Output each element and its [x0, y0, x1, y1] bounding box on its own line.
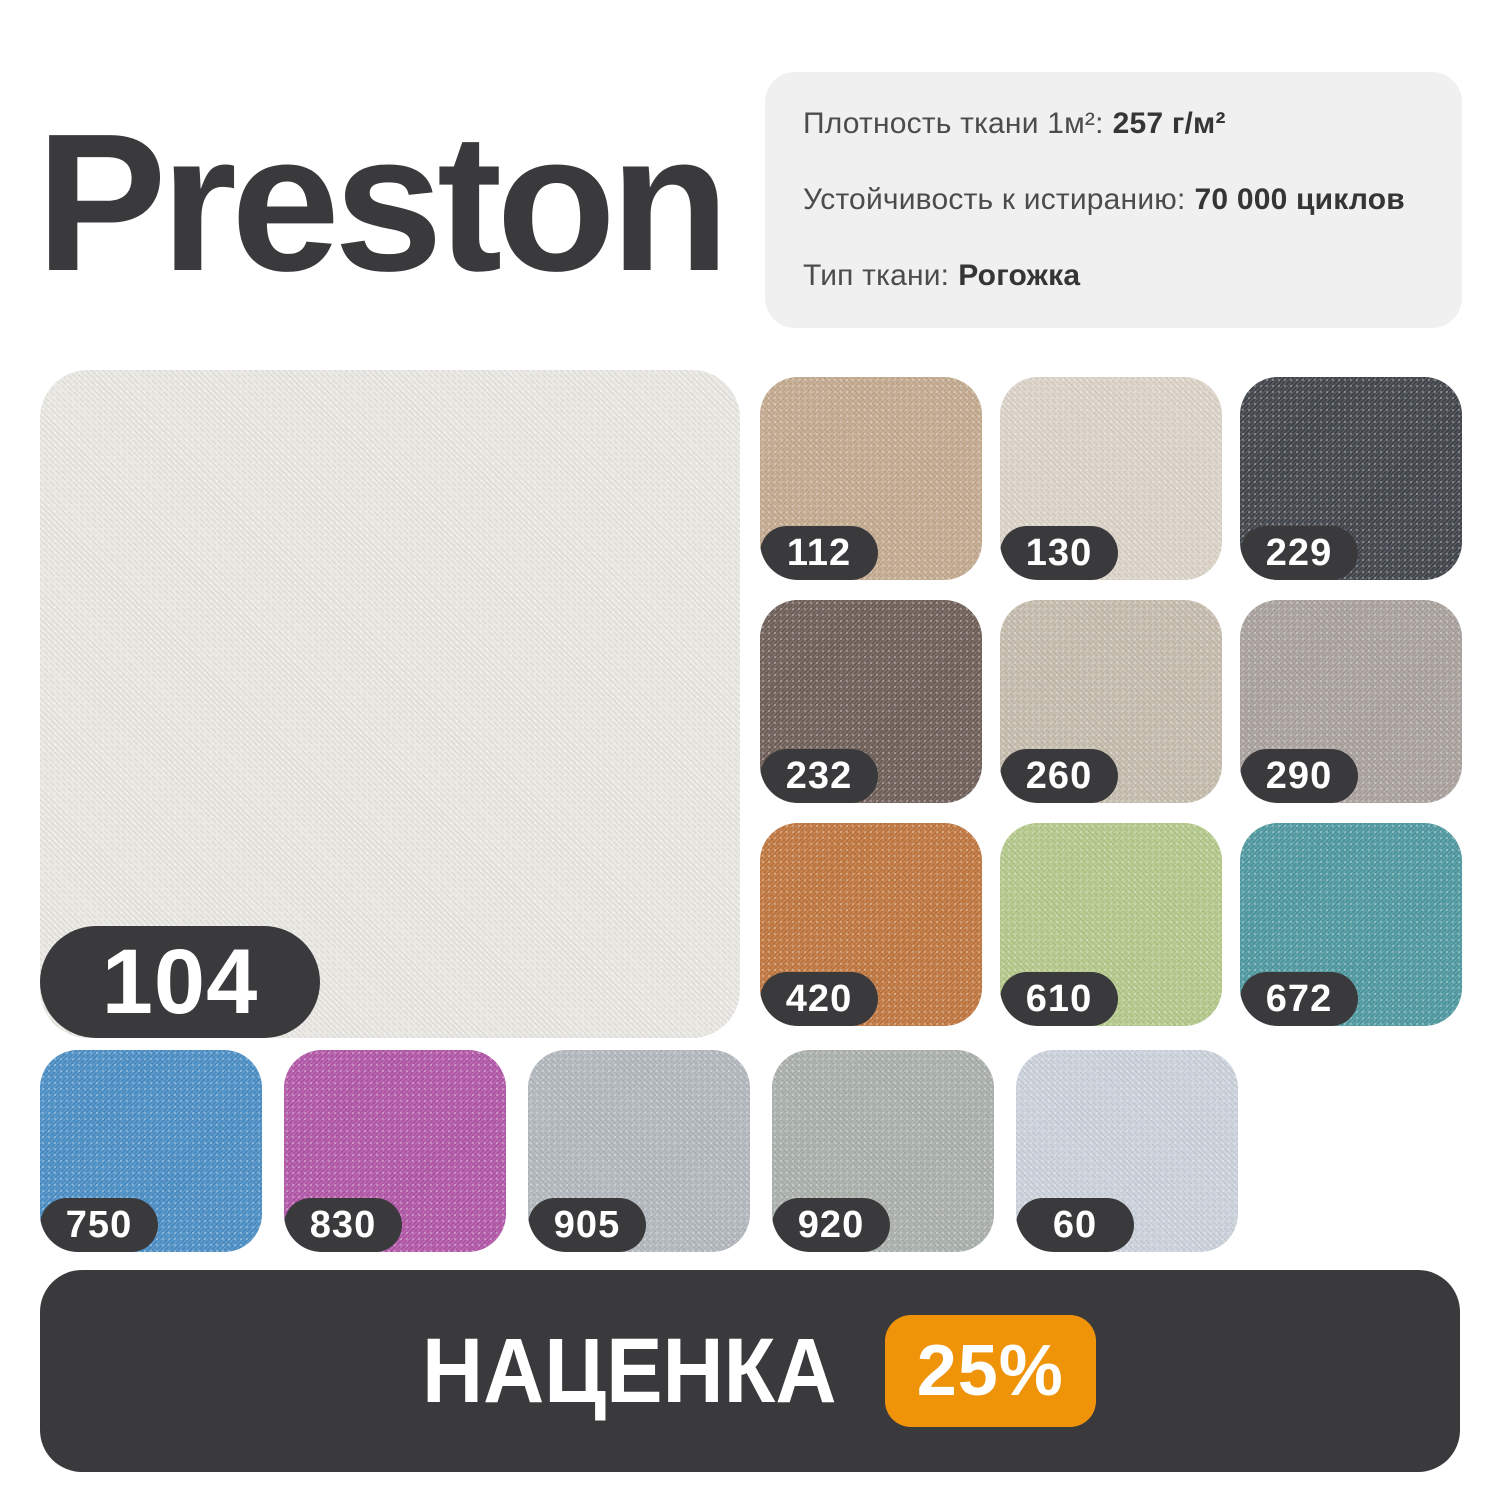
swatch-code-pill: 60: [1016, 1198, 1134, 1252]
markup-percent-badge: 25%: [884, 1315, 1096, 1427]
swatch-code-pill: 830: [284, 1198, 402, 1252]
swatch-code-pill: 232: [760, 749, 878, 803]
swatch-750[interactable]: 750: [40, 1050, 262, 1252]
swatch-232[interactable]: 232: [760, 600, 982, 803]
swatch-920[interactable]: 920: [772, 1050, 994, 1252]
spec-label: Плотность ткани 1м²:: [803, 107, 1104, 140]
swatch-130[interactable]: 130: [1000, 377, 1222, 580]
swatch-code-pill: 229: [1240, 526, 1358, 580]
spec-row-abrasion: Устойчивость к истиранию: 70 000 циклов: [803, 183, 1462, 217]
swatch-code-pill: 610: [1000, 972, 1118, 1026]
page-title: Preston: [36, 93, 730, 312]
swatch-code-pill: 260: [1000, 749, 1118, 803]
markup-banner: НАЦЕНКА 25%: [40, 1270, 1460, 1472]
spec-label: Тип ткани:: [803, 259, 950, 292]
swatch-672[interactable]: 672: [1240, 823, 1462, 1026]
swatch-260[interactable]: 260: [1000, 600, 1222, 803]
swatch-905[interactable]: 905: [528, 1050, 750, 1252]
swatch-code-pill: 112: [760, 526, 878, 580]
swatch-code-pill: 672: [1240, 972, 1358, 1026]
swatch-290[interactable]: 290: [1240, 600, 1462, 803]
markup-label: НАЦЕНКА: [422, 1319, 837, 1422]
fabric-specs-card: Плотность ткани 1м²: 257 г/м² Устойчивост…: [765, 72, 1462, 328]
swatch-104-main[interactable]: 104: [40, 370, 740, 1038]
swatch-code-pill: 130: [1000, 526, 1118, 580]
swatch-112[interactable]: 112: [760, 377, 982, 580]
spec-value: 70 000 циклов: [1194, 183, 1405, 216]
swatch-code-pill: 750: [40, 1198, 158, 1252]
swatch-code-pill: 420: [760, 972, 878, 1026]
swatch-code-pill: 905: [528, 1198, 646, 1252]
swatch-830[interactable]: 830: [284, 1050, 506, 1252]
spec-value: 257 г/м²: [1112, 107, 1226, 140]
spec-row-density: Плотность ткани 1м²: 257 г/м²: [803, 107, 1462, 141]
swatch-420[interactable]: 420: [760, 823, 982, 1026]
spec-label: Устойчивость к истиранию:: [803, 183, 1186, 216]
swatch-229[interactable]: 229: [1240, 377, 1462, 580]
swatch-610[interactable]: 610: [1000, 823, 1222, 1026]
swatch-code-pill: 290: [1240, 749, 1358, 803]
swatch-60[interactable]: 60: [1016, 1050, 1238, 1252]
spec-row-fabric-type: Тип ткани: Рогожка: [803, 259, 1462, 293]
spec-value: Рогожка: [958, 259, 1081, 292]
swatch-code-pill: 920: [772, 1198, 890, 1252]
swatch-code-pill: 104: [40, 926, 320, 1038]
